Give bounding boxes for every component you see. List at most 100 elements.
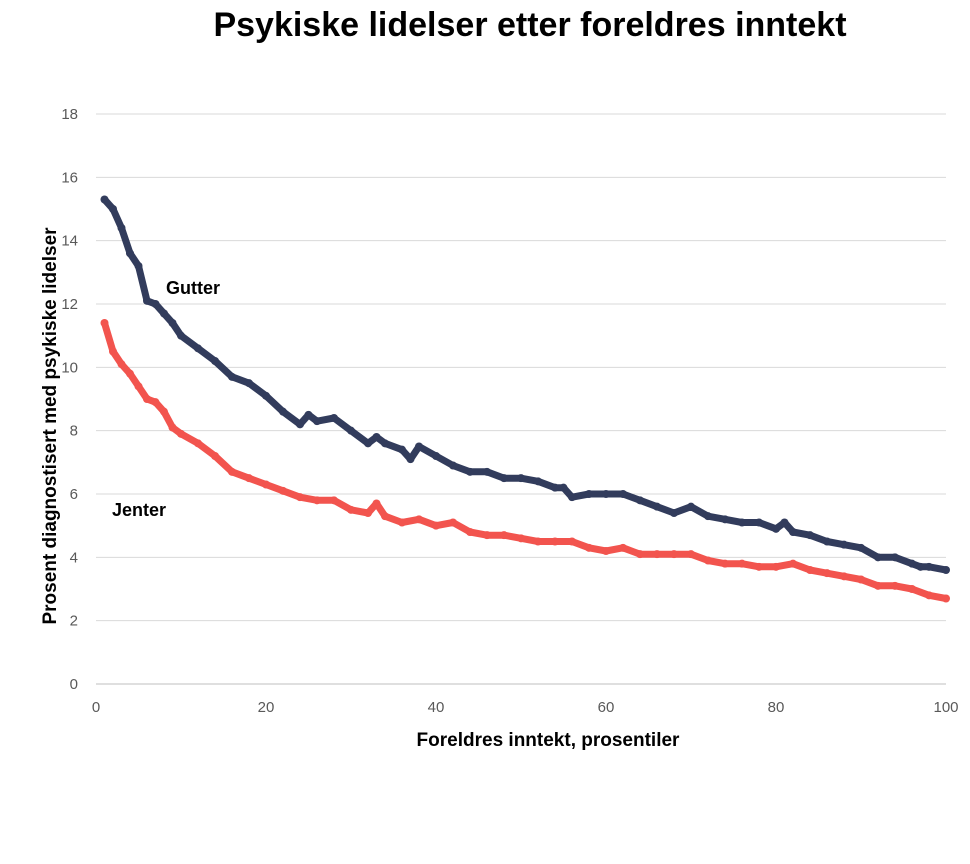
data-point-jenter xyxy=(279,486,287,495)
data-point-gutter xyxy=(398,445,406,454)
data-point-jenter xyxy=(483,531,491,540)
data-point-jenter xyxy=(857,575,865,584)
x-tick-label: 60 xyxy=(598,699,615,716)
data-point-gutter xyxy=(364,439,372,448)
data-point-gutter xyxy=(721,515,729,524)
data-point-jenter xyxy=(653,550,661,559)
data-point-gutter xyxy=(304,410,313,419)
data-point-gutter xyxy=(789,528,797,536)
data-point-gutter xyxy=(296,420,304,429)
data-point-jenter xyxy=(211,452,219,460)
data-point-gutter xyxy=(313,417,321,426)
x-tick-label: 20 xyxy=(258,699,275,716)
data-point-gutter xyxy=(857,543,865,552)
y-tick-label: 16 xyxy=(61,169,78,186)
data-point-gutter xyxy=(534,477,542,486)
data-point-gutter xyxy=(738,518,746,527)
data-point-jenter xyxy=(908,585,916,593)
data-point-jenter xyxy=(500,531,508,540)
data-point-gutter xyxy=(772,524,780,533)
data-point-gutter xyxy=(585,490,593,498)
data-point-jenter xyxy=(194,439,202,448)
y-tick-label: 2 xyxy=(70,613,78,630)
data-point-jenter xyxy=(160,407,168,416)
data-point-gutter xyxy=(823,537,831,546)
data-point-gutter xyxy=(151,300,160,308)
data-point-gutter xyxy=(372,433,381,441)
y-tick-label: 12 xyxy=(61,296,78,313)
data-point-gutter xyxy=(211,357,219,365)
data-point-jenter xyxy=(245,474,253,483)
y-tick-label: 10 xyxy=(61,359,78,376)
data-point-jenter xyxy=(687,550,695,559)
data-point-gutter xyxy=(908,559,916,568)
data-point-gutter xyxy=(551,483,559,492)
data-point-jenter xyxy=(330,496,338,505)
data-point-jenter xyxy=(585,543,593,552)
data-point-jenter xyxy=(619,543,627,552)
data-point-gutter xyxy=(466,467,474,476)
data-point-jenter xyxy=(262,480,270,489)
data-point-gutter xyxy=(245,379,253,388)
y-tick-label: 6 xyxy=(70,486,78,503)
data-point-gutter xyxy=(500,474,508,483)
data-point-jenter xyxy=(891,581,899,590)
series-lines xyxy=(100,195,950,603)
data-point-gutter xyxy=(160,309,168,318)
data-point-jenter xyxy=(432,521,440,530)
x-tick-label: 0 xyxy=(92,699,100,716)
data-point-jenter xyxy=(313,496,321,505)
data-point-jenter xyxy=(372,499,381,508)
data-point-gutter xyxy=(347,426,355,435)
data-point-jenter xyxy=(568,537,576,546)
data-point-gutter xyxy=(168,319,177,327)
data-point-gutter xyxy=(925,562,933,571)
data-point-jenter xyxy=(823,569,831,578)
data-point-gutter xyxy=(330,414,338,422)
data-point-gutter xyxy=(687,502,695,511)
y-axis-ticks: 0 2 4 6 8 10 12 14 16 18 xyxy=(61,106,78,693)
y-tick-label: 0 xyxy=(70,676,78,693)
data-point-jenter xyxy=(670,550,678,559)
series-line-gutter xyxy=(101,196,950,574)
y-tick-label: 18 xyxy=(61,106,78,123)
chart-title: Psykiske lidelser etter foreldres inntek… xyxy=(213,6,847,44)
data-point-jenter xyxy=(602,547,610,555)
data-point-gutter xyxy=(840,540,848,549)
data-point-jenter xyxy=(517,534,525,543)
data-point-gutter xyxy=(619,490,627,498)
data-point-jenter xyxy=(874,581,882,590)
data-point-gutter xyxy=(942,566,950,574)
data-point-gutter xyxy=(517,474,525,483)
x-axis-ticks: 0 20 40 60 80 100 xyxy=(92,699,959,716)
data-point-jenter xyxy=(100,319,109,327)
data-point-jenter xyxy=(466,528,474,536)
data-point-jenter xyxy=(109,347,117,356)
data-point-jenter xyxy=(942,594,950,603)
data-point-jenter xyxy=(168,423,177,432)
data-point-gutter xyxy=(602,490,610,498)
x-axis-title: Foreldres inntekt, prosentiler xyxy=(417,730,680,751)
data-point-gutter xyxy=(177,331,185,340)
data-point-gutter xyxy=(704,512,712,521)
data-point-jenter xyxy=(704,556,712,565)
data-point-gutter xyxy=(483,467,491,476)
y-tick-label: 14 xyxy=(61,233,78,250)
data-point-gutter xyxy=(755,518,763,527)
data-point-gutter xyxy=(126,249,134,258)
data-point-gutter xyxy=(670,509,678,517)
y-tick-label: 4 xyxy=(70,549,78,566)
x-tick-label: 40 xyxy=(428,699,445,716)
data-point-gutter xyxy=(806,531,814,540)
data-point-jenter xyxy=(134,382,143,391)
x-tick-label: 100 xyxy=(933,699,958,716)
data-point-jenter xyxy=(347,505,355,514)
data-point-gutter xyxy=(406,455,415,464)
data-point-gutter xyxy=(432,452,440,460)
series-label-gutter: Gutter xyxy=(166,278,220,298)
y-axis-title: Prosent diagnostisert med psykiske lidel… xyxy=(40,227,61,625)
data-point-gutter xyxy=(653,502,661,511)
data-point-gutter xyxy=(874,553,882,562)
gridlines xyxy=(96,113,946,685)
